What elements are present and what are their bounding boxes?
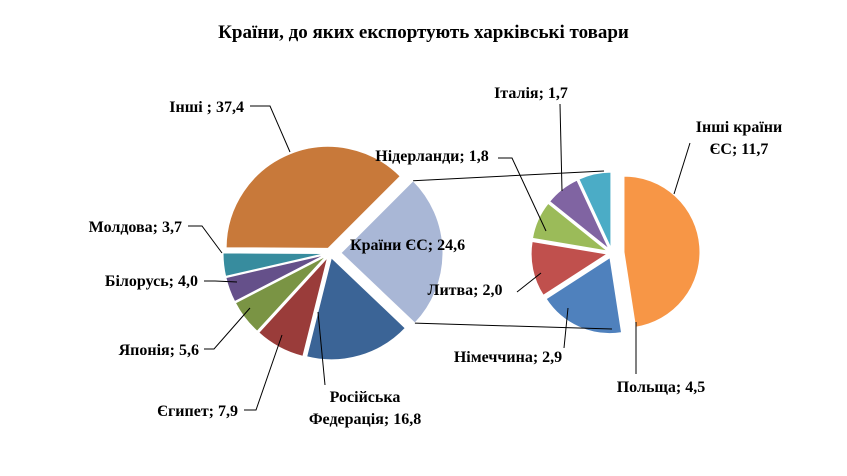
main-slice-білорусь xyxy=(225,254,326,303)
secondary-label-інші-країни-єс: Інші країни ЄС; 11,7 xyxy=(696,119,782,158)
main-label-інші: Інші ; 37,4 xyxy=(169,99,244,116)
secondary-leader-інші-країни-єс xyxy=(673,142,691,195)
main-leader-молдова xyxy=(188,225,223,254)
secondary-leader-німеччина xyxy=(563,307,569,349)
secondary-label-нідерланди: Нідерланди; 1,8 xyxy=(375,148,488,165)
secondary-leader-литва xyxy=(516,272,542,293)
main-label-білорусь: Білорусь; 4,0 xyxy=(105,273,198,290)
main-slice-молдова xyxy=(222,252,326,278)
main-slice-єгипет xyxy=(258,257,329,357)
main-label-єгипет: Єгипет; 7,9 xyxy=(157,403,238,420)
secondary-label-литва: Литва; 2,0 xyxy=(428,282,503,299)
secondary-slice-польща xyxy=(545,256,623,335)
main-leader-інші xyxy=(250,105,291,153)
main-label-країни-єс: Країни ЄС; 24,6 xyxy=(350,237,465,254)
connector-line-bottom xyxy=(414,322,613,330)
chart-title: Країни, до яких експортують харківські т… xyxy=(218,22,629,43)
secondary-label-польща: Польща; 4,5 xyxy=(617,379,706,396)
main-leader-японія xyxy=(204,307,251,350)
secondary-slice-італія xyxy=(578,171,612,249)
main-label-російська-федерація: Російська Федерація; 16,8 xyxy=(309,389,421,428)
main-slice-російська-федерація xyxy=(306,256,407,361)
main-leader-єгипет xyxy=(244,334,283,411)
main-label-молдова: Молдова; 3,7 xyxy=(89,219,182,236)
main-leader-російська-федерація xyxy=(317,311,326,386)
main-label-японія: Японія; 5,6 xyxy=(119,342,199,359)
main-slice-країни-єс xyxy=(340,180,444,324)
main-leader-білорусь xyxy=(204,280,238,283)
main-slice-японія xyxy=(234,255,327,332)
secondary-label-італія: Італія; 1,7 xyxy=(494,85,568,102)
secondary-leader-нідерланди xyxy=(498,157,547,232)
secondary-slice-литва xyxy=(531,202,610,252)
secondary-slice-інші-країни-єс xyxy=(623,175,701,328)
secondary-label-німеччина: Німеччина; 2,9 xyxy=(454,349,562,366)
main-slice-інші xyxy=(225,145,401,249)
secondary-slice-німеччина xyxy=(530,240,609,297)
connector-line-top xyxy=(413,170,605,182)
secondary-leader-італія xyxy=(559,103,563,192)
